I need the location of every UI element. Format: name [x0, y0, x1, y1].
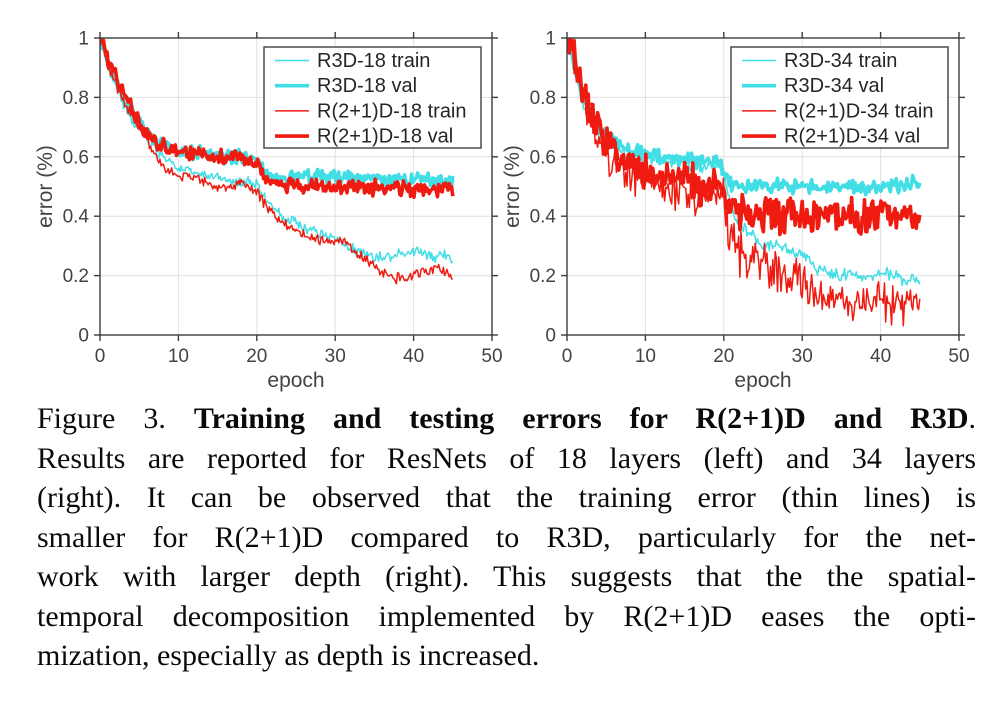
- x-axis-label: epoch: [734, 369, 791, 392]
- legend-label: R3D-34 train: [784, 50, 897, 72]
- y-tick-label: 0: [545, 326, 556, 347]
- y-tick-label: 0.6: [63, 147, 89, 168]
- y-axis-label: error (%): [501, 145, 524, 228]
- y-tick-label: 0.2: [530, 266, 556, 287]
- series-line-r-2-1-d-18-val: [100, 38, 455, 200]
- legend-label: R(2+1)D-34 val: [784, 126, 920, 148]
- x-tick-label: 30: [792, 346, 813, 367]
- series-line-r-2-1-d-18-train: [100, 38, 453, 285]
- legend-box: [263, 46, 482, 149]
- series-group: [567, 38, 922, 327]
- caption-text: work with larger depth (right). This sug…: [37, 560, 976, 593]
- x-tick-label: 30: [325, 346, 346, 367]
- caption-line: temporal decomposition implemented by R(…: [37, 597, 976, 637]
- y-tick-label: 1: [78, 29, 89, 50]
- legend-label: R3D-34 val: [784, 75, 884, 97]
- x-tick-label: 20: [246, 346, 267, 367]
- caption-line: mization, especially as depth is increas…: [37, 636, 976, 676]
- caption-line: smaller for R(2+1)D compared to R3D, par…: [37, 518, 976, 558]
- chart-resnet34: 0 10 20 30 40 50 0 0.2 0.4 0.6 0.8 1 epoch error (%) R…: [501, 29, 970, 393]
- caption-text: .: [968, 402, 977, 435]
- y-tick-label: 0.2: [63, 266, 89, 287]
- series-line-r-2-1-d-34-val: [567, 38, 922, 237]
- x-tick-label: 50: [481, 346, 502, 367]
- caption-text: Figure 3.: [37, 402, 194, 435]
- legend-box: [730, 46, 949, 149]
- legend: R3D-34 train R3D-34 val R(2+1)D-34 train R(…: [730, 46, 949, 149]
- x-tick-label: 0: [562, 346, 573, 367]
- x-tick-label: 40: [870, 346, 891, 367]
- x-tick-label: 0: [95, 346, 106, 367]
- y-tick-label: 0.8: [63, 88, 89, 109]
- series-group: [100, 38, 455, 285]
- plot-box: [99, 37, 493, 336]
- caption-text: (right). It can be observed that the tra…: [37, 481, 976, 514]
- legend-label: R(2+1)D-18 train: [317, 100, 467, 122]
- chart-resnet18: 0 10 20 30 40 50 0 0.2 0.4 0.6 0.8 1 epoch error (%) R…: [34, 29, 503, 393]
- series-line-r3d-34-val: [567, 38, 922, 197]
- series-line-r-2-1-d-34-train: [567, 38, 921, 327]
- y-tick-label: 0.6: [530, 147, 556, 168]
- y-tick-label: 0.4: [63, 207, 90, 228]
- x-tick-label: 20: [713, 346, 734, 367]
- series-line-r3d-18-train: [100, 38, 454, 264]
- x-tick-label: 10: [635, 346, 656, 367]
- caption-text: Results are reported for ResNets of 18 l…: [37, 441, 976, 475]
- caption-line: Results are reported for ResNets of 18 l…: [37, 439, 976, 479]
- x-tick-label: 50: [948, 346, 969, 367]
- caption-line: Figure 3. Training and testing errors fo…: [37, 399, 976, 439]
- caption-bold-text: Training and testing errors for R(2+1)D …: [193, 402, 969, 435]
- y-tick-label: 0: [78, 326, 89, 347]
- legend-label: R(2+1)D-18 val: [317, 126, 453, 148]
- y-tick-label: 1: [545, 29, 556, 50]
- caption-text: smaller for R(2+1)D compared to R3D, par…: [37, 520, 976, 554]
- y-tick-label: 0.8: [530, 88, 556, 109]
- x-axis-label: epoch: [267, 369, 324, 392]
- x-tick-label: 10: [168, 346, 189, 367]
- series-line-r3d-34-train: [567, 38, 921, 287]
- caption-line: work with larger depth (right). This sug…: [37, 557, 976, 597]
- caption-text: temporal decomposition implemented by R(…: [37, 599, 976, 633]
- y-tick-label: 0.4: [530, 207, 557, 228]
- legend-label: R(2+1)D-34 train: [784, 100, 934, 122]
- caption-line: (right). It can be observed that the tra…: [37, 478, 976, 518]
- legend-label: R3D-18 val: [317, 75, 417, 97]
- figure-caption: Figure 3. Training and testing errors fo…: [37, 399, 976, 676]
- legend: R3D-18 train R3D-18 val R(2+1)D-18 train R(…: [263, 46, 482, 149]
- y-axis-label: error (%): [34, 145, 57, 228]
- legend-label: R3D-18 train: [317, 50, 430, 72]
- caption-text: mization, especially as depth is increas…: [37, 639, 540, 672]
- x-tick-label: 40: [403, 346, 424, 367]
- plot-box: [566, 37, 960, 336]
